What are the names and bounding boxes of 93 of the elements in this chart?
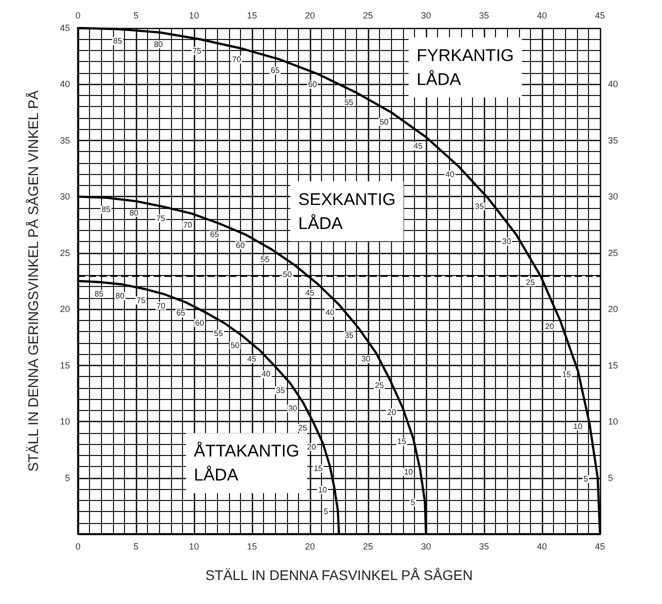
annotation: 85 <box>102 205 111 214</box>
x2-tick-label: 10 <box>188 10 200 20</box>
annotation: 30 <box>288 404 298 413</box>
annotation: 45 <box>414 142 424 151</box>
annotation: 55 <box>214 329 224 338</box>
annotation: 80 <box>154 40 164 49</box>
annotation: 40 <box>326 308 335 318</box>
annotation: 30 <box>361 354 371 364</box>
x2-tick-label: 15 <box>246 10 258 20</box>
annotation: 20 <box>387 408 397 417</box>
annotation: 40 <box>262 370 272 379</box>
y-tick-label: 35 <box>60 135 70 146</box>
y2-tick-label: 40 <box>608 79 618 90</box>
x2-tick-label: 0 <box>75 10 81 20</box>
y-tick-label: 30 <box>60 192 70 202</box>
annotation: 80 <box>116 292 125 301</box>
y2-tick-label: 5 <box>608 472 614 483</box>
annotation: 25 <box>298 423 308 432</box>
x2-tick-label: 5 <box>133 10 139 20</box>
annotation: 20 <box>545 322 555 331</box>
annotation: 75 <box>192 46 202 56</box>
annotation: 65 <box>176 308 186 318</box>
x2-tick-label: 30 <box>420 10 432 20</box>
annotation: 35 <box>276 386 286 395</box>
y2-tick-label: 35 <box>608 135 618 146</box>
annotation: 70 <box>232 55 242 64</box>
annotation: 20 <box>307 442 317 452</box>
x2-tick-label: 25 <box>362 10 374 20</box>
annotation: 10 <box>318 486 328 495</box>
annotation: 70 <box>183 220 193 230</box>
x2-tick-label: 40 <box>536 10 548 20</box>
x2-tick-label: 45 <box>594 10 606 20</box>
y-tick-label: 10 <box>60 416 70 427</box>
annotation: 15 <box>314 464 324 474</box>
x-tick-label: 30 <box>420 542 432 552</box>
annotation: 25 <box>374 380 384 390</box>
annotation: 30 <box>502 237 512 246</box>
annotation: 70 <box>156 301 166 310</box>
annotation: 65 <box>210 230 220 240</box>
annotation: 15 <box>562 370 572 380</box>
series-label: SEXKANTIG LÅDA <box>298 190 396 233</box>
annotation: 50 <box>230 340 240 350</box>
x-tick-label: 25 <box>362 542 374 552</box>
y2-tick-label: 25 <box>608 248 618 258</box>
annotation: 45 <box>247 354 257 364</box>
annotation: 5 <box>410 498 416 508</box>
annotation: 50 <box>282 270 292 280</box>
annotation: 35 <box>344 330 354 340</box>
x-tick-label: 40 <box>536 542 548 552</box>
y2-tick-label: 10 <box>608 416 618 427</box>
annotation: 40 <box>445 170 455 180</box>
x-tick-label: 20 <box>304 542 316 552</box>
x-axis-title: STÄLL IN DENNA FASVINKEL PÅ SÅGEN <box>205 567 473 583</box>
annotation: 50 <box>380 117 390 126</box>
y-axis-title: STÄLL IN DENNA GERINGSVINKEL PÅ SÅGEN VINKEL PÅ <box>25 90 41 472</box>
annotation: 25 <box>526 278 536 287</box>
annotation: 60 <box>236 240 246 250</box>
annotation: 75 <box>156 214 166 223</box>
y2-tick-label: 30 <box>608 192 618 202</box>
y-tick-label: 45 <box>60 23 70 33</box>
annotation: 55 <box>260 254 270 264</box>
x-tick-label: 10 <box>188 542 200 552</box>
x-tick-label: 0 <box>75 542 81 552</box>
series-label: ÅTTAKANTIG LÅDA <box>194 442 300 485</box>
y2-tick-label: 20 <box>608 304 618 314</box>
y-tick-label: 40 <box>60 79 70 90</box>
annotation: 5 <box>584 474 589 484</box>
x-tick-label: 15 <box>246 542 258 552</box>
annotation: 60 <box>195 318 205 328</box>
series-label: FYRKANTIG LÅDA <box>416 46 514 89</box>
annotation: 10 <box>573 422 583 431</box>
annotation: 45 <box>305 288 315 298</box>
annotation: 85 <box>113 36 123 46</box>
annotation: 55 <box>344 98 354 107</box>
y2-tick-label: 15 <box>608 360 618 370</box>
y-tick-label: 5 <box>64 472 70 483</box>
annotation: 10 <box>404 468 414 477</box>
x-tick-label: 45 <box>594 542 606 552</box>
x2-tick-label: 20 <box>304 10 316 20</box>
annotation: 85 <box>94 290 104 299</box>
annotation: 60 <box>308 80 318 90</box>
annotation: 65 <box>270 66 280 76</box>
y-tick-label: 15 <box>60 360 70 370</box>
x-tick-label: 5 <box>133 542 139 552</box>
annotation: 15 <box>397 437 407 446</box>
annotation: 35 <box>474 202 484 211</box>
annotation: 5 <box>324 506 329 516</box>
x2-tick-label: 35 <box>478 10 490 20</box>
x-tick-label: 35 <box>478 542 490 552</box>
annotation: 80 <box>129 208 139 218</box>
annotation: 75 <box>136 296 146 305</box>
y-tick-label: 25 <box>60 248 70 258</box>
y-tick-label: 20 <box>60 304 70 314</box>
